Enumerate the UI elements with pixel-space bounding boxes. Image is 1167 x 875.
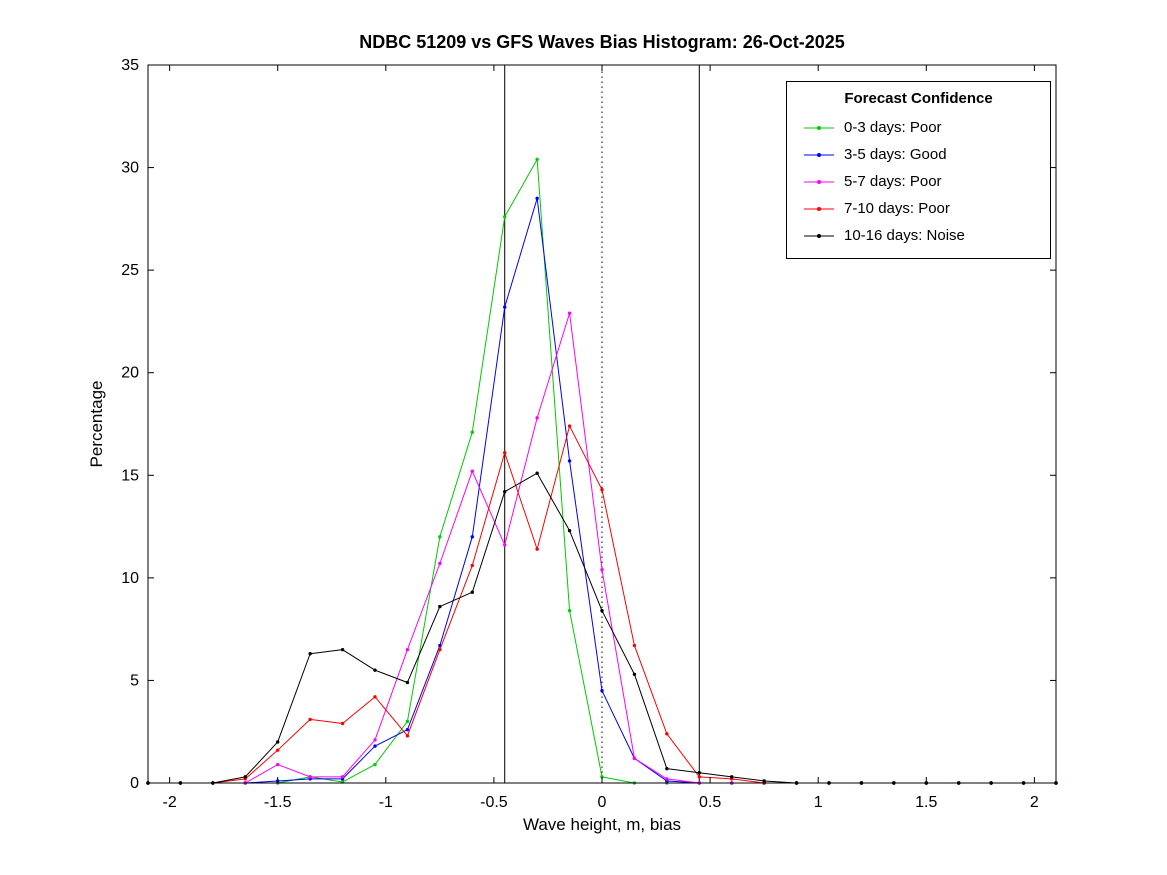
svg-text:2: 2 <box>1030 794 1039 811</box>
legend-item-label: 3-5 days: Good <box>844 146 947 163</box>
legend-item-10-16-days: 10-16 days: Noise <box>797 222 1040 249</box>
legend-item-label: 0-3 days: Poor <box>844 119 942 136</box>
legend-line-sample <box>804 179 834 184</box>
svg-text:15: 15 <box>121 467 139 484</box>
legend-item-label: 10-16 days: Noise <box>844 227 965 244</box>
svg-text:10: 10 <box>121 570 139 587</box>
legend-item-7-10-days: 7-10 days: Poor <box>797 195 1040 222</box>
svg-text:35: 35 <box>121 57 139 74</box>
svg-text:20: 20 <box>121 365 139 382</box>
svg-text:0: 0 <box>598 794 607 811</box>
legend-item-3-5-days: 3-5 days: Good <box>797 141 1040 168</box>
marker-dot-icon <box>817 206 821 211</box>
marker-dot-icon <box>817 233 821 238</box>
legend-item-label: 5-7 days: Poor <box>844 173 942 190</box>
marker-dot-icon <box>817 179 821 184</box>
legend-title: Forecast Confidence <box>844 90 993 107</box>
svg-text:1: 1 <box>814 794 823 811</box>
svg-text:-1.5: -1.5 <box>264 794 292 811</box>
legend-line-sample <box>804 233 834 238</box>
svg-text:-0.5: -0.5 <box>480 794 508 811</box>
chart-title: NDBC 51209 vs GFS Waves Bias Histogram: … <box>359 32 845 52</box>
x-axis-label: Wave height, m, bias <box>522 815 682 834</box>
svg-text:0.5: 0.5 <box>699 794 721 811</box>
legend-item-label: 7-10 days: Poor <box>844 200 950 217</box>
svg-text:30: 30 <box>121 160 139 177</box>
legend-item-0-3-days: 0-3 days: Poor <box>797 114 1040 141</box>
svg-text:-1: -1 <box>379 794 393 811</box>
svg-text:25: 25 <box>121 262 139 279</box>
y-axis-label: Percentage <box>87 380 106 468</box>
svg-text:1.5: 1.5 <box>915 794 937 811</box>
svg-text:-2: -2 <box>163 794 177 811</box>
legend-line-sample <box>804 152 834 157</box>
legend-item-5-7-days: 5-7 days: Poor <box>797 168 1040 195</box>
legend-line-sample <box>804 125 834 130</box>
legend-line-sample <box>804 206 834 211</box>
svg-text:5: 5 <box>130 672 139 689</box>
marker-dot-icon <box>817 125 821 130</box>
legend: Forecast Confidence 0-3 days: Poor 3-5 d… <box>786 81 1051 259</box>
marker-dot-icon <box>817 152 821 157</box>
svg-text:0: 0 <box>130 775 139 792</box>
